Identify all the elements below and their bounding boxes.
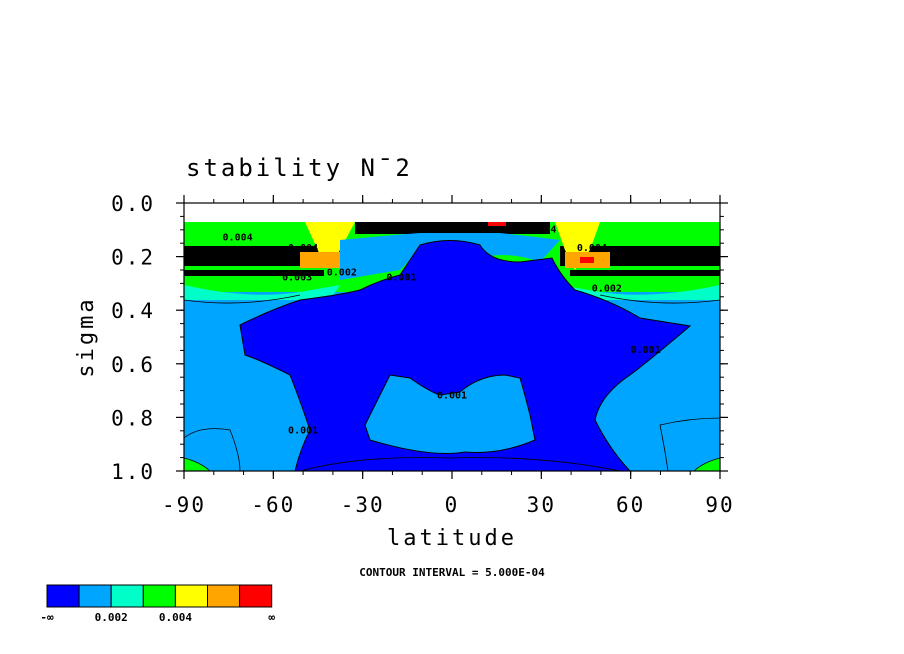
y-tick-label: 0.4	[111, 299, 155, 323]
colorbar-label: 0.002	[95, 611, 128, 624]
top-red-patch	[488, 222, 506, 226]
colorbar-swatch	[207, 584, 241, 608]
x-axis-label: latitude	[387, 526, 517, 551]
y-tick-label: 0.2	[111, 246, 155, 270]
dense-contours-left-2	[184, 270, 324, 276]
colorbar-swatch	[239, 584, 273, 608]
contour-line-bottom	[299, 457, 621, 471]
contour-interval-note: CONTOUR INTERVAL = 5.000E-04	[359, 566, 545, 579]
y-axis-label: sigma	[74, 296, 99, 377]
contour-line-left-upper	[184, 294, 301, 304]
contour-line-0001-right	[419, 240, 692, 471]
colorbar-swatch	[142, 584, 176, 608]
contour-line-0001-left	[239, 244, 421, 471]
chart-title: stability N¯2	[186, 154, 413, 182]
colorbar-label: 0.004	[159, 611, 192, 624]
contour-fill-dark-blue	[240, 240, 690, 471]
contour-fill-yellow-left	[305, 222, 355, 270]
contour-line-lowleft	[184, 428, 241, 471]
colorbar-swatch	[78, 584, 112, 608]
x-tick-label: -30	[341, 493, 385, 517]
contour-fill-cyan-right	[560, 285, 720, 300]
y-tick-label: 0.8	[111, 406, 155, 430]
contour-fill-yellow-right	[555, 222, 600, 270]
colorbar-label: ∞	[268, 611, 275, 624]
y-ticks: 0.0 0.2 0.4 0.6 0.8 1.0	[111, 192, 728, 484]
contour-fill-orange-left	[300, 252, 340, 268]
contour-label: 0.004	[577, 243, 607, 254]
x-tick-label: 30	[527, 493, 556, 517]
contour-label: 0.004	[526, 224, 556, 235]
colorbar-swatch	[110, 584, 144, 608]
x-tick-label: 0	[445, 493, 460, 517]
contour-fill-light-blue-upper	[340, 233, 560, 280]
y-tick-label: 0.6	[111, 353, 155, 377]
y-tick-label: 1.0	[111, 460, 155, 484]
colorbar: -∞ 0.002 0.004 ∞	[40, 584, 275, 624]
dense-contours-right-2	[570, 270, 720, 276]
contour-label: 0.002	[592, 283, 622, 294]
contour-line-right-upper	[599, 294, 720, 304]
contour-label: 0.004	[223, 233, 253, 244]
x-tick-label: 60	[616, 493, 645, 517]
x-tick-label: -60	[251, 493, 295, 517]
contour-label: 0.001	[288, 425, 318, 436]
filled-contours	[184, 203, 720, 471]
colorbar-swatch	[174, 584, 208, 608]
corner-patch-left	[184, 457, 211, 471]
contour-line-lowright	[659, 417, 720, 471]
contour-fill-light-blue-dome	[365, 375, 535, 454]
contour-line-0001-dome	[364, 374, 536, 454]
contour-label: 0.001	[386, 273, 416, 284]
x-tick-label: -90	[162, 493, 206, 517]
colorbar-swatch	[46, 584, 80, 608]
y-tick-label: 0.0	[111, 192, 155, 216]
corner-patch-right	[693, 457, 720, 471]
contour-label: 0.004	[288, 243, 318, 254]
contour-labels: 0.004 0.004 0.003 0.002 0.001 0.004 0.004 0.004…	[223, 224, 661, 436]
x-ticks: -90 -60 -30 0 30 60 90	[162, 195, 734, 517]
contour-label: 0.001	[631, 345, 661, 356]
colorbar-label: -∞	[40, 611, 54, 624]
contour-label: 0.003	[282, 273, 312, 284]
x-tick-label: 90	[705, 493, 734, 517]
contour-fill-red-right	[580, 257, 594, 263]
contour-label: 0.001	[437, 391, 467, 402]
contour-label: 0.004	[383, 224, 413, 235]
contour-label: 0.002	[327, 267, 357, 278]
contour-fill-cyan-left	[184, 285, 340, 300]
